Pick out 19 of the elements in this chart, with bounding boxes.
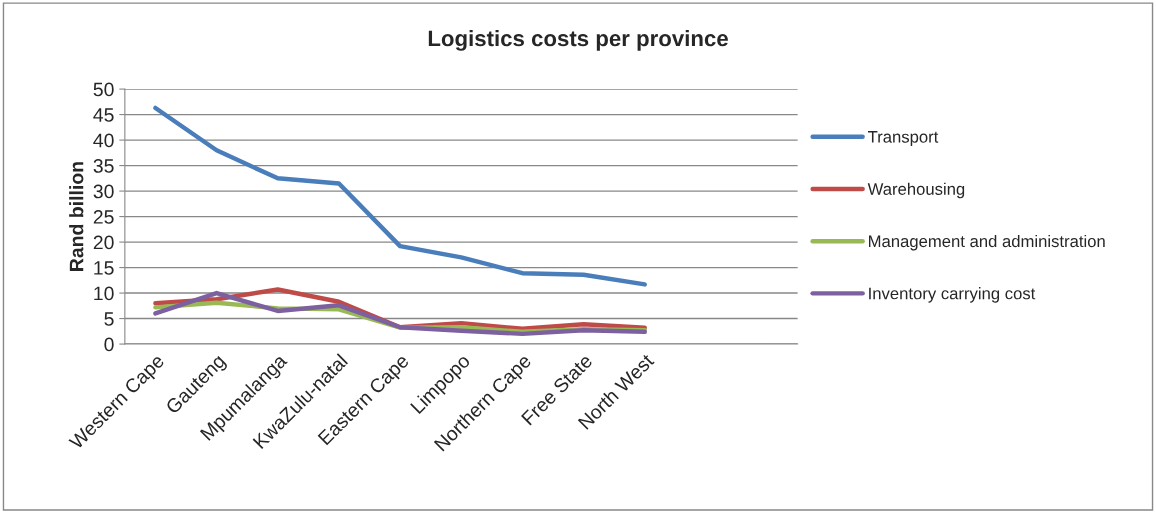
line-series (153, 290, 647, 337)
legend-label: Management and administration (869, 234, 1105, 251)
line-series (153, 105, 647, 287)
legend-label: Inventory carrying cost (869, 287, 1036, 303)
y-tick-label: 5 (104, 312, 114, 326)
y-axis-title: Rand billion (69, 162, 84, 271)
y-tick-label: 50 (93, 82, 114, 97)
y-tick-label: 40 (93, 133, 114, 148)
y-tick-label: 15 (94, 261, 114, 275)
y-tick-label: 30 (93, 184, 114, 199)
legend-label: Warehousing (867, 182, 965, 199)
y-tick-label: 10 (94, 286, 114, 301)
y-tick-label: 35 (93, 159, 114, 173)
y-tick-label: 0 (104, 337, 114, 352)
legend-label: Transport (868, 131, 939, 147)
y-tick-label: 25 (93, 210, 114, 224)
chart-title: Logistics costs per province (428, 29, 728, 51)
y-tick-label: 20 (93, 235, 114, 250)
y-tick-label: 45 (93, 108, 114, 122)
